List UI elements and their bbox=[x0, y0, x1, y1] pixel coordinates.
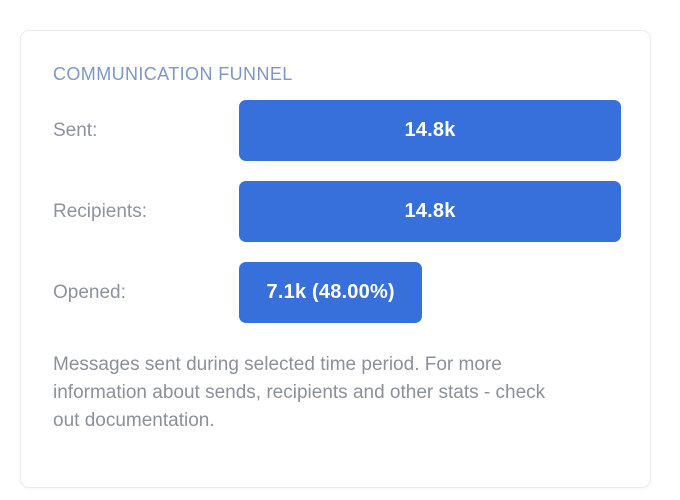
funnel-bar-value: 7.1k (48.00%) bbox=[266, 281, 395, 303]
communication-funnel-card: COMMUNICATION FUNNEL Sent: 14.8k Recipie… bbox=[20, 30, 651, 488]
funnel-bar-track: 7.1k (48.00%) bbox=[239, 262, 621, 323]
funnel-row-opened: Opened: 7.1k (48.00%) bbox=[53, 262, 621, 323]
funnel-chart: Sent: 14.8k Recipients: 14.8k Opened: 7.… bbox=[53, 100, 621, 323]
card-title: COMMUNICATION FUNNEL bbox=[53, 64, 293, 84]
funnel-bar: 14.8k bbox=[239, 100, 621, 161]
description-line: out documentation. bbox=[53, 410, 215, 431]
description-line: Messages sent during selected time perio… bbox=[53, 354, 502, 375]
funnel-row-sent: Sent: 14.8k bbox=[53, 100, 621, 161]
funnel-bar: 7.1k (48.00%) bbox=[239, 262, 423, 323]
funnel-row-label: Sent: bbox=[53, 119, 98, 141]
funnel-description: Messages sent during selected time perio… bbox=[53, 351, 621, 435]
funnel-bar-track: 14.8k bbox=[239, 181, 621, 242]
funnel-bar: 14.8k bbox=[239, 181, 621, 242]
funnel-bar-value: 14.8k bbox=[404, 200, 456, 222]
funnel-bar-value: 14.8k bbox=[404, 119, 456, 141]
funnel-row-label: Recipients: bbox=[53, 200, 147, 222]
funnel-row-recipients: Recipients: 14.8k bbox=[53, 181, 621, 242]
description-line: information about sends, recipients and … bbox=[53, 382, 546, 403]
funnel-row-label: Opened: bbox=[53, 281, 126, 303]
funnel-bar-track: 14.8k bbox=[239, 100, 621, 161]
